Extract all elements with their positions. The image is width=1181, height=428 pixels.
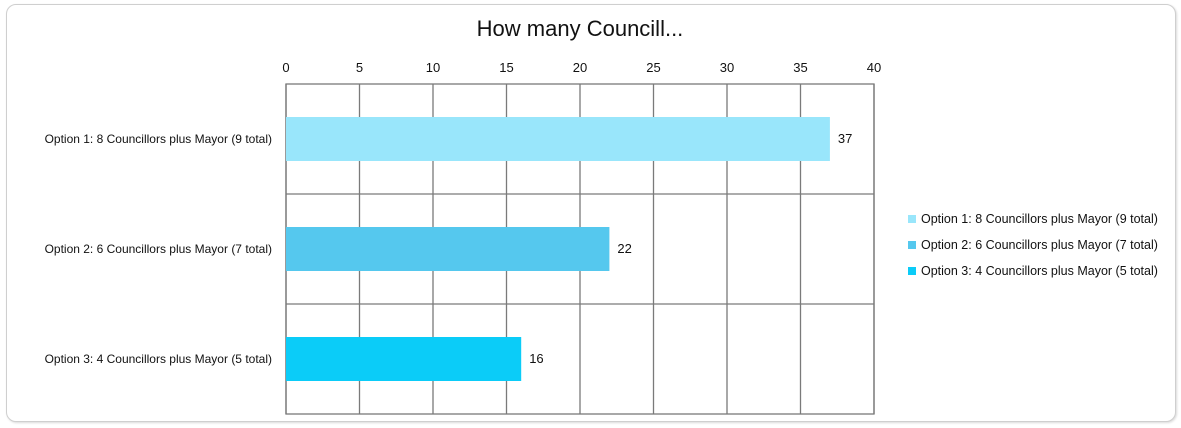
chart-frame xyxy=(6,4,1176,422)
x-tick-label: 10 xyxy=(426,60,440,75)
bar xyxy=(286,337,522,381)
category-label: Option 1: 8 Councillors plus Mayor (9 to… xyxy=(45,132,272,146)
data-label: 16 xyxy=(529,351,543,366)
legend-swatch xyxy=(908,215,916,223)
x-tick-label: 5 xyxy=(356,60,363,75)
legend-item: Option 1: 8 Councillors plus Mayor (9 to… xyxy=(908,206,1158,232)
bars xyxy=(286,117,830,381)
legend-label: Option 1: 8 Councillors plus Mayor (9 to… xyxy=(921,212,1158,226)
legend-swatch xyxy=(908,241,916,249)
bar xyxy=(286,227,610,271)
legend-label: Option 2: 6 Councillors plus Mayor (7 to… xyxy=(921,238,1158,252)
legend-item: Option 3: 4 Councillors plus Mayor (5 to… xyxy=(908,258,1158,284)
category-labels: Option 1: 8 Councillors plus Mayor (9 to… xyxy=(45,132,272,366)
x-tick-label: 40 xyxy=(867,60,881,75)
x-tick-label: 20 xyxy=(573,60,587,75)
x-tick-label: 15 xyxy=(499,60,513,75)
bar xyxy=(286,117,830,161)
category-label: Option 2: 6 Councillors plus Mayor (7 to… xyxy=(45,242,272,256)
data-labels: 37 22 16 xyxy=(529,131,852,366)
data-label: 22 xyxy=(617,241,631,256)
x-tick-label: 25 xyxy=(646,60,660,75)
category-label: Option 3: 4 Councillors plus Mayor (5 to… xyxy=(45,352,272,366)
legend-swatch xyxy=(908,267,916,275)
legend-item: Option 2: 6 Councillors plus Mayor (7 to… xyxy=(908,232,1158,258)
legend: Option 1: 8 Councillors plus Mayor (9 to… xyxy=(908,206,1158,284)
x-tick-label: 0 xyxy=(282,60,289,75)
x-tick-label: 30 xyxy=(720,60,734,75)
x-axis-ticks: 0 5 10 15 20 25 30 35 40 xyxy=(282,60,881,75)
x-tick-label: 35 xyxy=(793,60,807,75)
data-label: 37 xyxy=(838,131,852,146)
legend-label: Option 3: 4 Councillors plus Mayor (5 to… xyxy=(921,264,1158,278)
chart-title: How many Councill... xyxy=(476,16,684,41)
